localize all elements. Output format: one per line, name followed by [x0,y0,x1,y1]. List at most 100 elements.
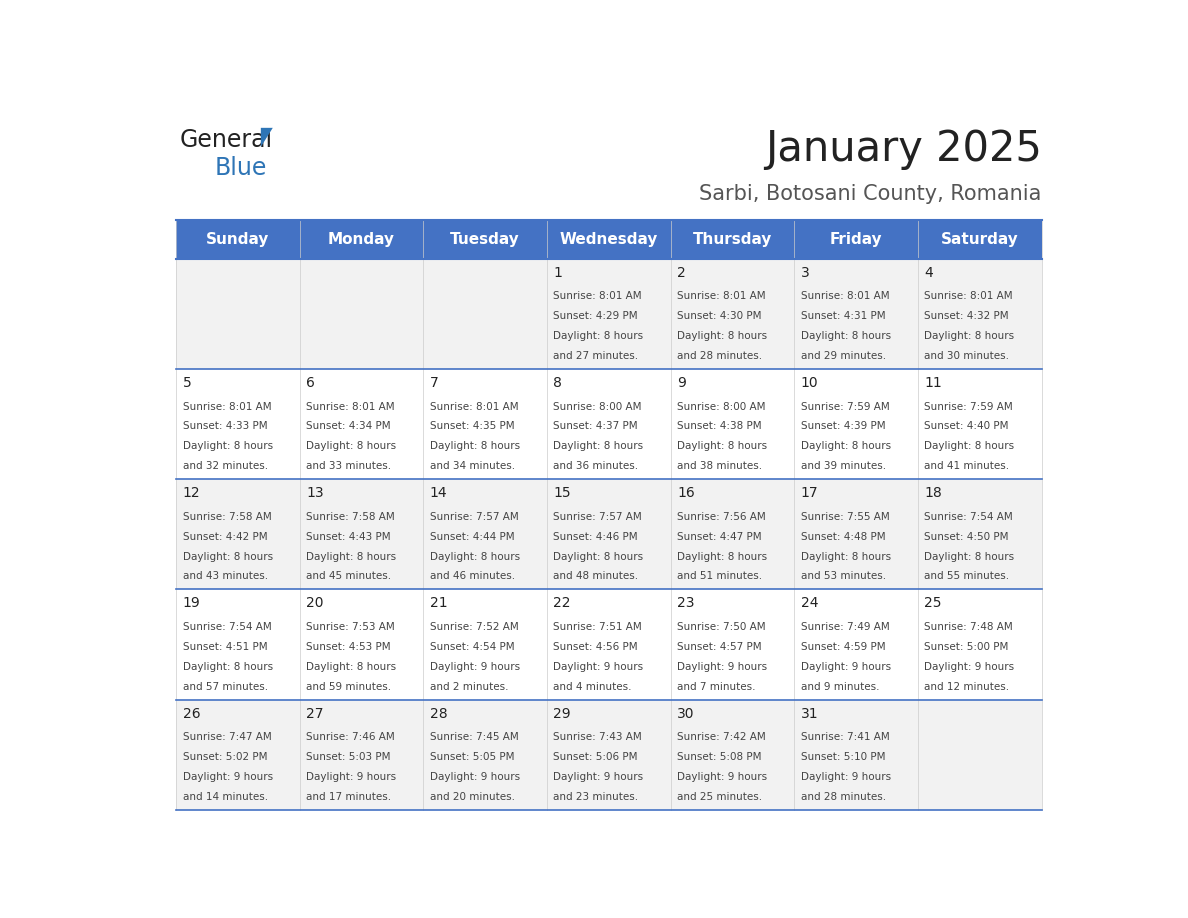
Text: and 27 minutes.: and 27 minutes. [554,351,639,361]
Text: Daylight: 8 hours: Daylight: 8 hours [801,442,891,452]
Text: 3: 3 [801,265,809,280]
Text: and 32 minutes.: and 32 minutes. [183,461,267,471]
Text: Daylight: 8 hours: Daylight: 8 hours [307,442,397,452]
Text: Daylight: 9 hours: Daylight: 9 hours [677,772,767,782]
Text: and 7 minutes.: and 7 minutes. [677,681,756,691]
Text: Sunrise: 7:48 AM: Sunrise: 7:48 AM [924,622,1013,633]
Text: 28: 28 [430,707,448,721]
Text: 17: 17 [801,487,819,500]
Text: Daylight: 9 hours: Daylight: 9 hours [801,772,891,782]
Text: and 41 minutes.: and 41 minutes. [924,461,1010,471]
Text: Sunset: 5:06 PM: Sunset: 5:06 PM [554,752,638,762]
Text: Daylight: 8 hours: Daylight: 8 hours [307,552,397,562]
Text: and 38 minutes.: and 38 minutes. [677,461,763,471]
Text: 18: 18 [924,487,942,500]
Text: Daylight: 9 hours: Daylight: 9 hours [307,772,397,782]
Text: and 12 minutes.: and 12 minutes. [924,681,1010,691]
Text: Daylight: 9 hours: Daylight: 9 hours [430,662,520,672]
Text: Sunset: 4:54 PM: Sunset: 4:54 PM [430,642,514,652]
Text: Daylight: 8 hours: Daylight: 8 hours [554,442,644,452]
Text: Sunrise: 7:56 AM: Sunrise: 7:56 AM [677,512,766,522]
Text: and 46 minutes.: and 46 minutes. [430,571,514,581]
Text: Sunset: 5:02 PM: Sunset: 5:02 PM [183,752,267,762]
Text: Sunset: 4:46 PM: Sunset: 4:46 PM [554,532,638,542]
Text: Sunset: 4:31 PM: Sunset: 4:31 PM [801,311,885,321]
Text: Sunset: 4:51 PM: Sunset: 4:51 PM [183,642,267,652]
Text: Sunrise: 8:00 AM: Sunrise: 8:00 AM [554,402,642,411]
Text: 21: 21 [430,597,448,610]
Text: Sunrise: 7:53 AM: Sunrise: 7:53 AM [307,622,394,633]
Text: 14: 14 [430,487,448,500]
Text: Thursday: Thursday [693,231,772,247]
Text: Sunrise: 7:47 AM: Sunrise: 7:47 AM [183,733,271,743]
Text: 5: 5 [183,376,191,390]
Text: Sunset: 5:00 PM: Sunset: 5:00 PM [924,642,1009,652]
Text: 8: 8 [554,376,562,390]
Text: 10: 10 [801,376,819,390]
Text: Sunset: 4:48 PM: Sunset: 4:48 PM [801,532,885,542]
Text: Sunset: 4:30 PM: Sunset: 4:30 PM [677,311,762,321]
Text: Sunset: 4:38 PM: Sunset: 4:38 PM [677,421,762,431]
Text: January 2025: January 2025 [765,128,1042,170]
Text: 19: 19 [183,597,201,610]
Text: Daylight: 9 hours: Daylight: 9 hours [677,662,767,672]
Text: Sunrise: 7:57 AM: Sunrise: 7:57 AM [554,512,643,522]
Text: Saturday: Saturday [941,231,1018,247]
Text: 20: 20 [307,597,323,610]
Text: Daylight: 8 hours: Daylight: 8 hours [183,552,273,562]
Text: and 29 minutes.: and 29 minutes. [801,351,886,361]
Text: 1: 1 [554,265,562,280]
Text: and 39 minutes.: and 39 minutes. [801,461,886,471]
Text: and 36 minutes.: and 36 minutes. [554,461,639,471]
Text: Sunrise: 7:54 AM: Sunrise: 7:54 AM [183,622,271,633]
Text: Daylight: 9 hours: Daylight: 9 hours [430,772,520,782]
Text: Sunset: 4:59 PM: Sunset: 4:59 PM [801,642,885,652]
Text: Daylight: 9 hours: Daylight: 9 hours [554,662,644,672]
Text: and 20 minutes.: and 20 minutes. [430,792,514,801]
Text: Daylight: 8 hours: Daylight: 8 hours [801,552,891,562]
Text: Sunset: 4:39 PM: Sunset: 4:39 PM [801,421,885,431]
Text: Sunrise: 7:42 AM: Sunrise: 7:42 AM [677,733,766,743]
Text: 7: 7 [430,376,438,390]
Text: Sunrise: 7:55 AM: Sunrise: 7:55 AM [801,512,890,522]
Text: Sunset: 4:34 PM: Sunset: 4:34 PM [307,421,391,431]
Bar [176,259,1042,369]
Text: and 33 minutes.: and 33 minutes. [307,461,391,471]
Text: Sunset: 4:57 PM: Sunset: 4:57 PM [677,642,762,652]
Text: 22: 22 [554,597,571,610]
Text: 23: 23 [677,597,695,610]
Text: Sunset: 4:53 PM: Sunset: 4:53 PM [307,642,391,652]
Text: Sunset: 4:35 PM: Sunset: 4:35 PM [430,421,514,431]
Text: Daylight: 9 hours: Daylight: 9 hours [554,772,644,782]
Text: Daylight: 8 hours: Daylight: 8 hours [924,331,1015,341]
Text: Daylight: 8 hours: Daylight: 8 hours [801,331,891,341]
Text: 31: 31 [801,707,819,721]
Text: 11: 11 [924,376,942,390]
Polygon shape [261,128,273,147]
Text: Sunrise: 7:59 AM: Sunrise: 7:59 AM [924,402,1013,411]
Text: 30: 30 [677,707,695,721]
Text: Sunrise: 7:59 AM: Sunrise: 7:59 AM [801,402,890,411]
Text: Sunset: 5:05 PM: Sunset: 5:05 PM [430,752,514,762]
Text: 13: 13 [307,487,324,500]
Text: 4: 4 [924,265,933,280]
Text: 9: 9 [677,376,685,390]
Text: Sunset: 4:40 PM: Sunset: 4:40 PM [924,421,1009,431]
Text: Daylight: 8 hours: Daylight: 8 hours [183,662,273,672]
Text: Sunrise: 8:01 AM: Sunrise: 8:01 AM [924,291,1013,301]
Text: Sunset: 4:43 PM: Sunset: 4:43 PM [307,532,391,542]
Text: Sunset: 4:44 PM: Sunset: 4:44 PM [430,532,514,542]
Text: Sunrise: 8:01 AM: Sunrise: 8:01 AM [554,291,642,301]
Text: Daylight: 8 hours: Daylight: 8 hours [307,662,397,672]
Text: Sunrise: 8:01 AM: Sunrise: 8:01 AM [307,402,394,411]
Text: Wednesday: Wednesday [560,231,658,247]
Text: Sunrise: 7:41 AM: Sunrise: 7:41 AM [801,733,890,743]
Text: 26: 26 [183,707,201,721]
Text: and 59 minutes.: and 59 minutes. [307,681,391,691]
Text: and 51 minutes.: and 51 minutes. [677,571,763,581]
Text: Daylight: 8 hours: Daylight: 8 hours [924,552,1015,562]
Text: Daylight: 9 hours: Daylight: 9 hours [801,662,891,672]
Text: Daylight: 9 hours: Daylight: 9 hours [183,772,273,782]
Text: and 43 minutes.: and 43 minutes. [183,571,267,581]
Text: Sunrise: 8:01 AM: Sunrise: 8:01 AM [801,291,890,301]
